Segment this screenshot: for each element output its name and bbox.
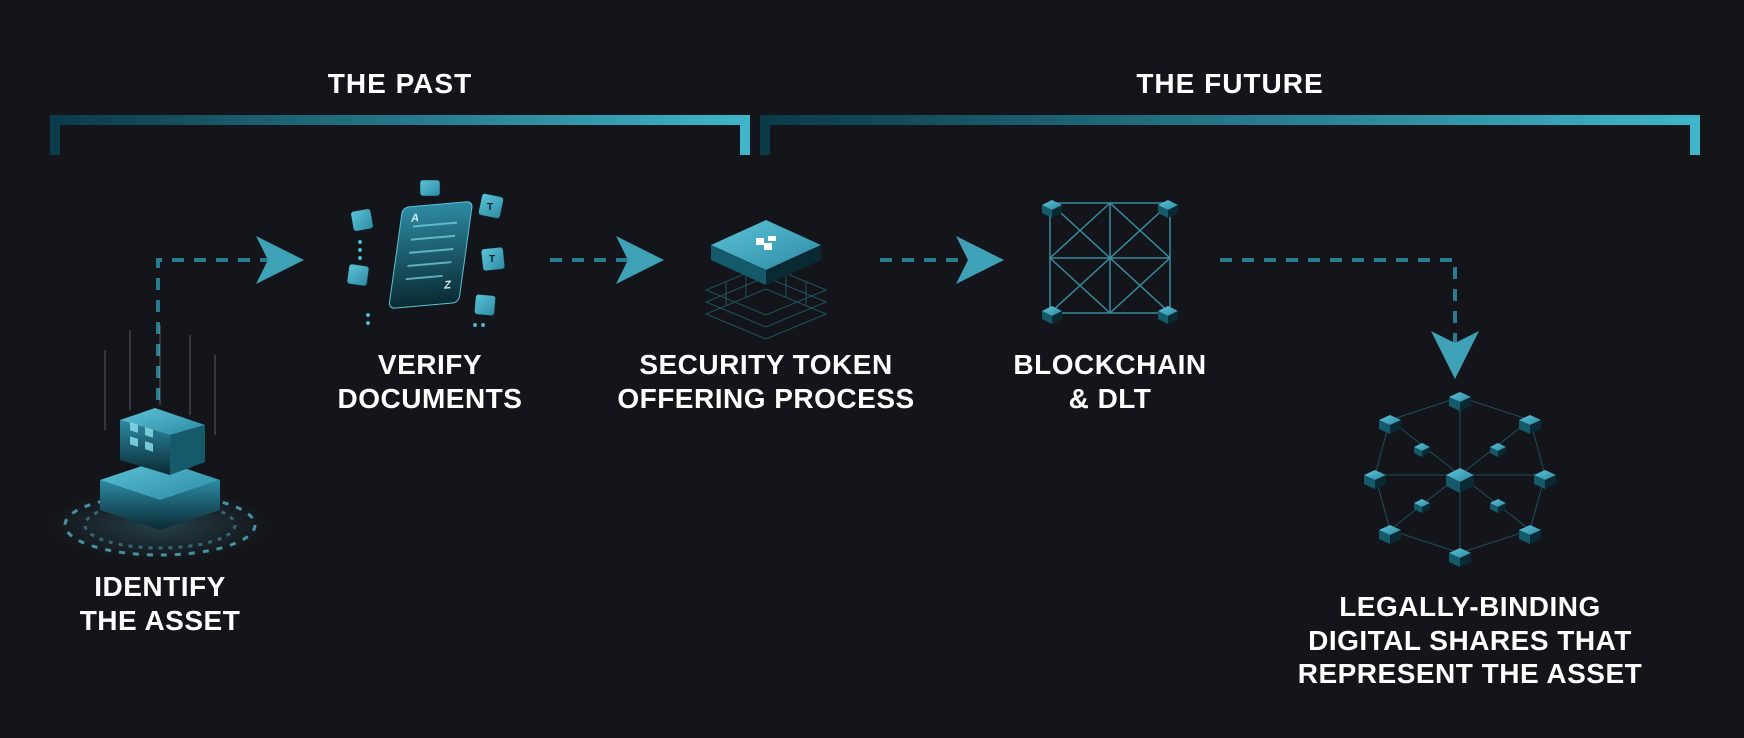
blockchain-label-line2: & DLT xyxy=(1069,383,1152,414)
verify-documents-label: VERIFY DOCUMENTS xyxy=(300,348,560,415)
verify-documents-label-line1: VERIFY xyxy=(378,349,482,380)
shares-label-line2: DIGITAL SHARES THAT xyxy=(1308,625,1632,656)
digital-shares-icon xyxy=(1364,392,1556,567)
identify-asset-icon xyxy=(50,325,270,560)
arrow-identify-to-verify xyxy=(158,260,300,400)
arrow-blockchain-to-shares xyxy=(1220,260,1455,375)
identify-asset-label-line1: IDENTIFY xyxy=(94,571,226,602)
sto-label: SECURITY TOKEN OFFERING PROCESS xyxy=(606,348,926,415)
blockchain-dlt-icon xyxy=(1042,200,1178,324)
identify-asset-label-line2: THE ASSET xyxy=(80,605,241,636)
sto-stack-icon xyxy=(706,220,826,339)
verify-documents-icon: A Z T T xyxy=(347,180,505,327)
past-section-label: THE PAST xyxy=(50,68,750,100)
future-bracket xyxy=(765,120,1695,155)
blockchain-label-line1: BLOCKCHAIN xyxy=(1013,349,1206,380)
shares-label: LEGALLY-BINDING DIGITAL SHARES THAT REPR… xyxy=(1280,590,1660,691)
blockchain-label: BLOCKCHAIN & DLT xyxy=(970,348,1250,415)
sto-label-line2: OFFERING PROCESS xyxy=(617,383,914,414)
shares-label-line3: REPRESENT THE ASSET xyxy=(1298,658,1643,689)
future-section-label: THE FUTURE xyxy=(760,68,1700,100)
sto-label-line1: SECURITY TOKEN xyxy=(639,349,892,380)
shares-label-line1: LEGALLY-BINDING xyxy=(1339,591,1601,622)
verify-documents-label-line2: DOCUMENTS xyxy=(338,383,523,414)
past-bracket xyxy=(55,120,745,155)
identify-asset-label: IDENTIFY THE ASSET xyxy=(30,570,290,637)
svg-text:T: T xyxy=(489,254,495,265)
svg-text:T: T xyxy=(487,202,493,213)
